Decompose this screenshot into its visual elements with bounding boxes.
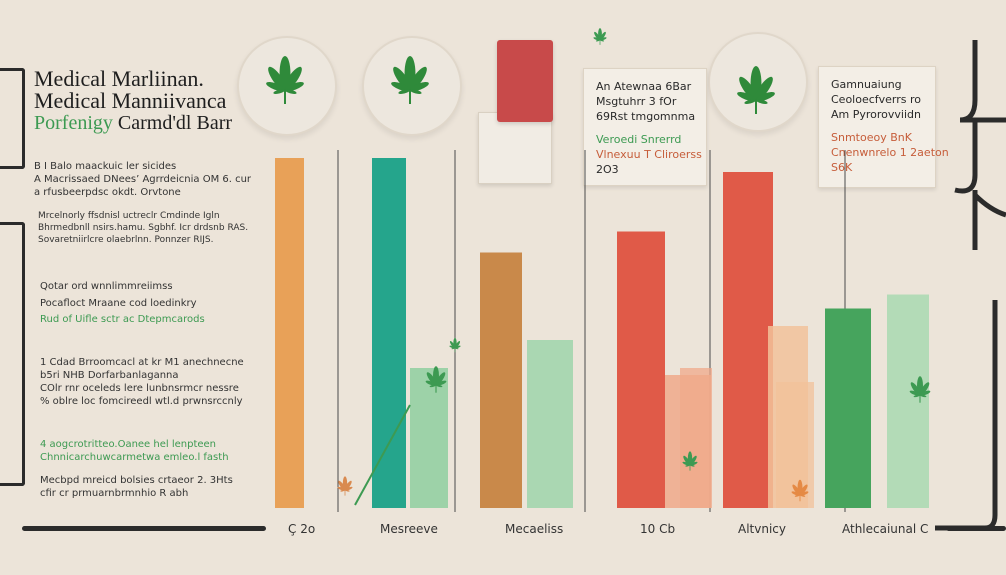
note-line: Pocafloct Mraane cod loedinkry [40, 298, 197, 309]
subtitle-dark: Carmd'dl Barr [117, 112, 233, 134]
axis-baseline-right [946, 526, 1006, 531]
bar-secondary [768, 326, 808, 508]
card-line: Gamnuaiung [831, 78, 902, 91]
chart-title: Medical Marliinan. Medical Manniivanca P… [34, 66, 232, 135]
note-line: B I Balo maackuic ler sicides [34, 161, 177, 172]
card-line: Ceoloecfverrs ro [831, 93, 922, 106]
left-bracket-top [0, 68, 25, 169]
cannabis-leaf-icon [909, 376, 931, 403]
category-label: Ç 2o [288, 522, 316, 536]
product-lid [497, 40, 553, 122]
cannabis-leaf-icon [337, 476, 353, 496]
cannabis-leaf-icon [737, 66, 775, 114]
card-line: Cnenwnrelo 1 2aeton [831, 146, 949, 159]
bar-primary [825, 308, 871, 508]
note-block-4: 1 Cdad Brroomcacl at kr M1 anechnecne b5… [40, 356, 244, 408]
title-line-2: Medical Manniivanca [34, 88, 227, 113]
cannabis-leaf-icon [449, 337, 461, 353]
note-line: Qotar ord wnnlimmreiimss [40, 281, 173, 292]
card-line: Snmtoeoy BnK [831, 131, 912, 144]
note-line: A Macrissaed DNees’ Agrrdeicnia OM 6. cu… [34, 174, 252, 185]
cannabis-leaf-icon [391, 56, 429, 104]
left-bracket-bottom [0, 222, 25, 486]
category-label: Athlecaiunal C [842, 522, 929, 536]
card-line: Veroedi Snrerrd [596, 133, 682, 146]
category-label: 10 Cb [640, 522, 676, 536]
card-line: An Atewnaa 6Bar [596, 80, 692, 93]
info-card-1: An Atewnaa 6Bar Msgtuhrr 3 fOr 69Rst tmg… [583, 68, 707, 186]
note-line: Mecbpd mreicd bolsies crtaeor 2. 3Hts [40, 475, 233, 486]
note-line: 4 aogcrotritteo.Oanee hel lenpteen [40, 439, 217, 450]
note-line: cfir cr prmuarnbrmnhio R abh [40, 488, 189, 499]
note-line: Bhrmedbnll nsirs.hamu. Sgbhf. Icr drdsnb… [38, 223, 249, 233]
note-block-2: Mrcelnorly ffsdnisl uctreclr Cmdinde Igl… [38, 210, 248, 246]
bar-secondary [887, 294, 929, 508]
note-block-1: B I Balo maackuic ler sicides A Macrissa… [34, 160, 251, 199]
note-line: Mrcelnorly ffsdnisl uctreclr Cmdinde Igl… [38, 211, 220, 221]
note-line: b5ri NHB Dorfarbanlaganna [40, 370, 179, 381]
cannabis-leaf-icon [682, 451, 698, 471]
subtitle-green: Porfenigy [34, 112, 113, 134]
card-line: Vlnexuu T Cliroerss [596, 148, 702, 161]
category-label: Mesreeve [380, 522, 438, 536]
title-line-1: Medical Marliinan. [34, 66, 204, 91]
subtitle: Porfenigy Carmd'dl Barr [34, 112, 232, 134]
bar-secondary [410, 368, 448, 508]
info-card-2: Gamnuaiung Ceoloecfverrs ro Am Pyrorovvi… [818, 66, 949, 188]
bar-secondary [665, 375, 711, 508]
cannabis-leaf-icon [791, 479, 809, 502]
bar-secondary [527, 340, 573, 508]
cannabis-leaf-icon [593, 28, 607, 45]
bar-primary [617, 231, 665, 508]
card-line: S6K [831, 161, 853, 174]
category-label: Mecaeliss [505, 522, 564, 536]
note-line: Rud of Uifle sctr ac Dtepmcarods [40, 314, 205, 325]
right-bracket-bottom [935, 300, 998, 531]
bar-primary [723, 172, 773, 508]
note-block-5: 4 aogcrotritteo.Oanee hel lenpteen Chnni… [40, 438, 233, 500]
cannabis-leaf-icon [266, 56, 304, 104]
card-line: Am Pyrorovviidn [831, 108, 921, 121]
axis-baseline-left [22, 526, 266, 531]
card-line: Msgtuhrr 3 fOr [596, 95, 677, 108]
note-line: Sovaretniirlcre olaebrlnn. Ponnzer RIJS. [38, 235, 214, 245]
sprout-stem [354, 404, 411, 506]
bar-primary [275, 158, 304, 508]
cannabis-leaf-icon [425, 366, 447, 393]
note-line: 1 Cdad Brroomcacl at kr M1 anechnecne [40, 357, 244, 368]
category-label: Altvnicy [738, 522, 786, 536]
note-line: a rfusbeerpdsc okdt. Orvtone [34, 187, 181, 198]
right-bracket [954, 40, 1006, 250]
card-line: 69Rst tmgomnma [596, 110, 696, 123]
note-line: COlr rnr oceleds lere lunbnsrmcr nessre [40, 383, 239, 394]
card-line: 2O3 [596, 163, 619, 176]
bar-primary [480, 252, 522, 508]
note-line: % oblre loc fomcireedl wtl.d prwnsrccnly [40, 396, 243, 407]
note-line: Chnnicarchuwcarmetwa emleo.l fasth [40, 452, 229, 463]
bar-primary [372, 158, 406, 508]
note-block-3: Qotar ord wnnlimmreiimss Pocafloct Mraan… [40, 280, 205, 326]
